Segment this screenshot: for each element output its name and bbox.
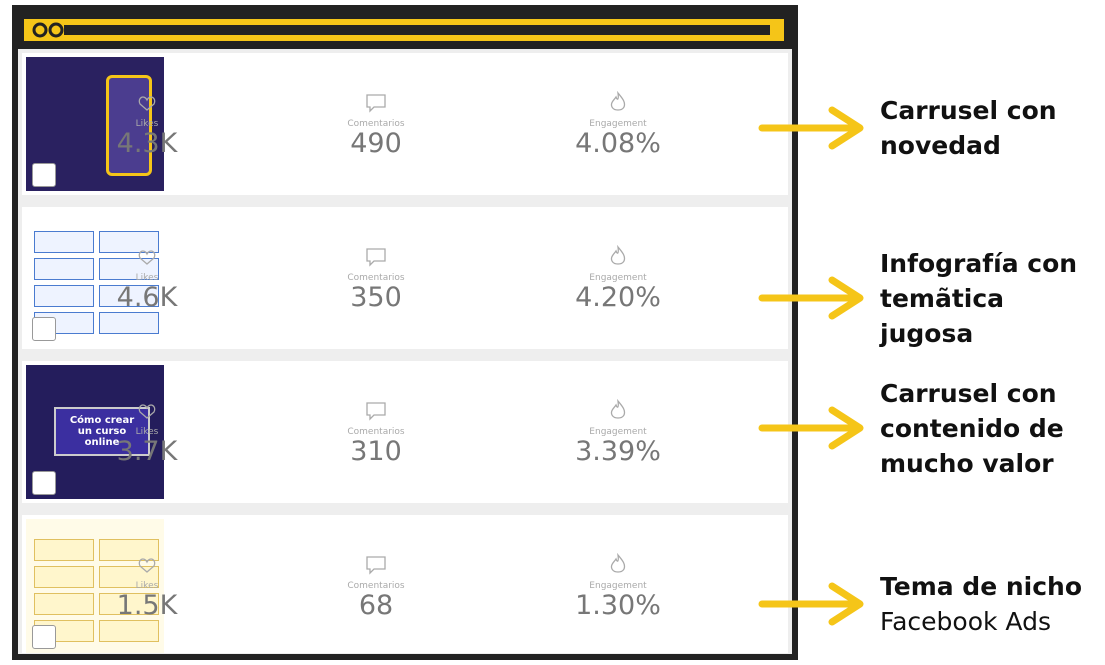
- annotation-line: novedad: [880, 128, 1057, 163]
- annotation-arrow: [762, 410, 860, 446]
- annotation-subline: Facebook Ads: [880, 604, 1082, 639]
- annotation-line: contenido de: [880, 411, 1064, 446]
- annotation-line: mucho valor: [880, 446, 1064, 481]
- annotation-arrow: [762, 586, 860, 622]
- annotation-line: jugosa: [880, 316, 1077, 351]
- annotation-line: Infografía con: [880, 246, 1077, 281]
- annotation-line: Tema de nicho: [880, 569, 1082, 604]
- annotation-arrow: [762, 110, 860, 146]
- annotation-line: temãtica: [880, 281, 1077, 316]
- annotation-arrow: [762, 280, 860, 316]
- annotation-line: Carrusel con: [880, 93, 1057, 128]
- page: Likes4.3KComentarios490Engagement4.08%Li…: [0, 0, 1105, 665]
- annotation-line: Carrusel con: [880, 376, 1064, 411]
